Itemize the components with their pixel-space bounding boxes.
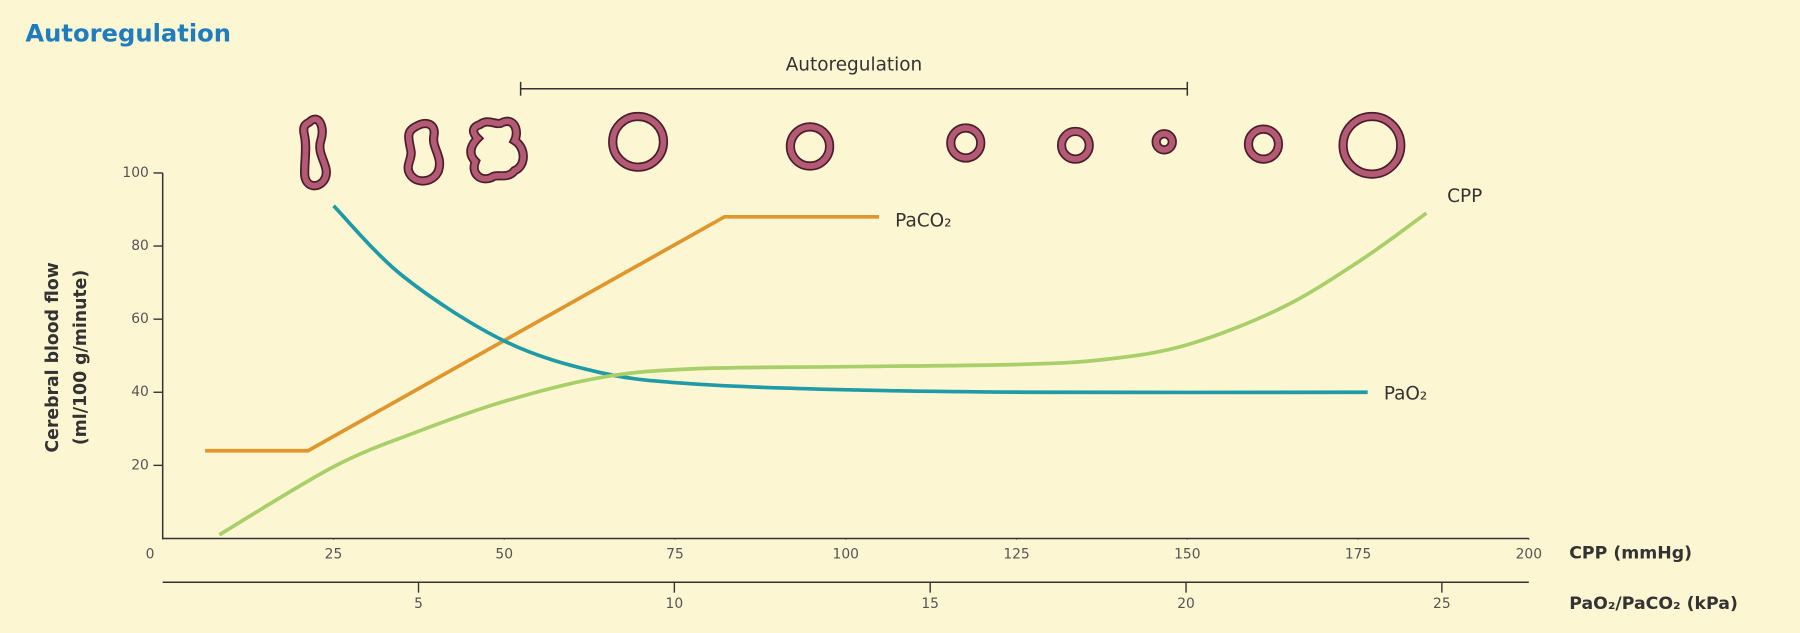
- line-label: PaCO₂: [895, 210, 951, 231]
- x2-tick-label: 20: [1177, 596, 1195, 612]
- y-tick-label: 100: [122, 165, 148, 181]
- x-tick-label: 50: [495, 547, 513, 563]
- x2-tick-label: 15: [921, 596, 939, 612]
- y-tick-label: 20: [131, 457, 149, 473]
- x-tick-label: 200: [1516, 547, 1542, 563]
- x-tick-label: 150: [1174, 547, 1200, 563]
- chart-title: Autoregulation: [25, 20, 231, 48]
- x2-tick-label: 25: [1433, 596, 1451, 612]
- vessel-icons: [299, 111, 1406, 191]
- x-tick-label: 125: [1003, 547, 1029, 563]
- x2-axis-label: PaO₂/PaCO₂ (kPa): [1569, 594, 1738, 614]
- line-label: PaO₂: [1384, 384, 1428, 405]
- y-tick-label: 80: [131, 238, 149, 254]
- y-tick-label: 40: [131, 384, 149, 400]
- x2-tick-label: 5: [414, 596, 423, 612]
- y-axis-label: Cerebral blood flow: [43, 262, 63, 452]
- annotation-label: Autoregulation: [786, 55, 923, 76]
- line: [205, 214, 880, 453]
- line: [332, 204, 1368, 395]
- x-axis-label: CPP (mmHg): [1569, 543, 1692, 563]
- line-label: CPP: [1447, 186, 1482, 207]
- x-tick-label: 75: [666, 547, 684, 563]
- x-tick-label: 25: [325, 547, 343, 563]
- x-tick-label: 0: [146, 547, 155, 563]
- y-tick-label: 60: [131, 311, 149, 327]
- x2-tick-label: 10: [666, 596, 684, 612]
- x-tick-label: 100: [833, 547, 859, 563]
- line: [218, 211, 1428, 537]
- y-axis-label: (ml/100 g/minute): [71, 270, 91, 445]
- x-tick-label: 175: [1345, 547, 1371, 563]
